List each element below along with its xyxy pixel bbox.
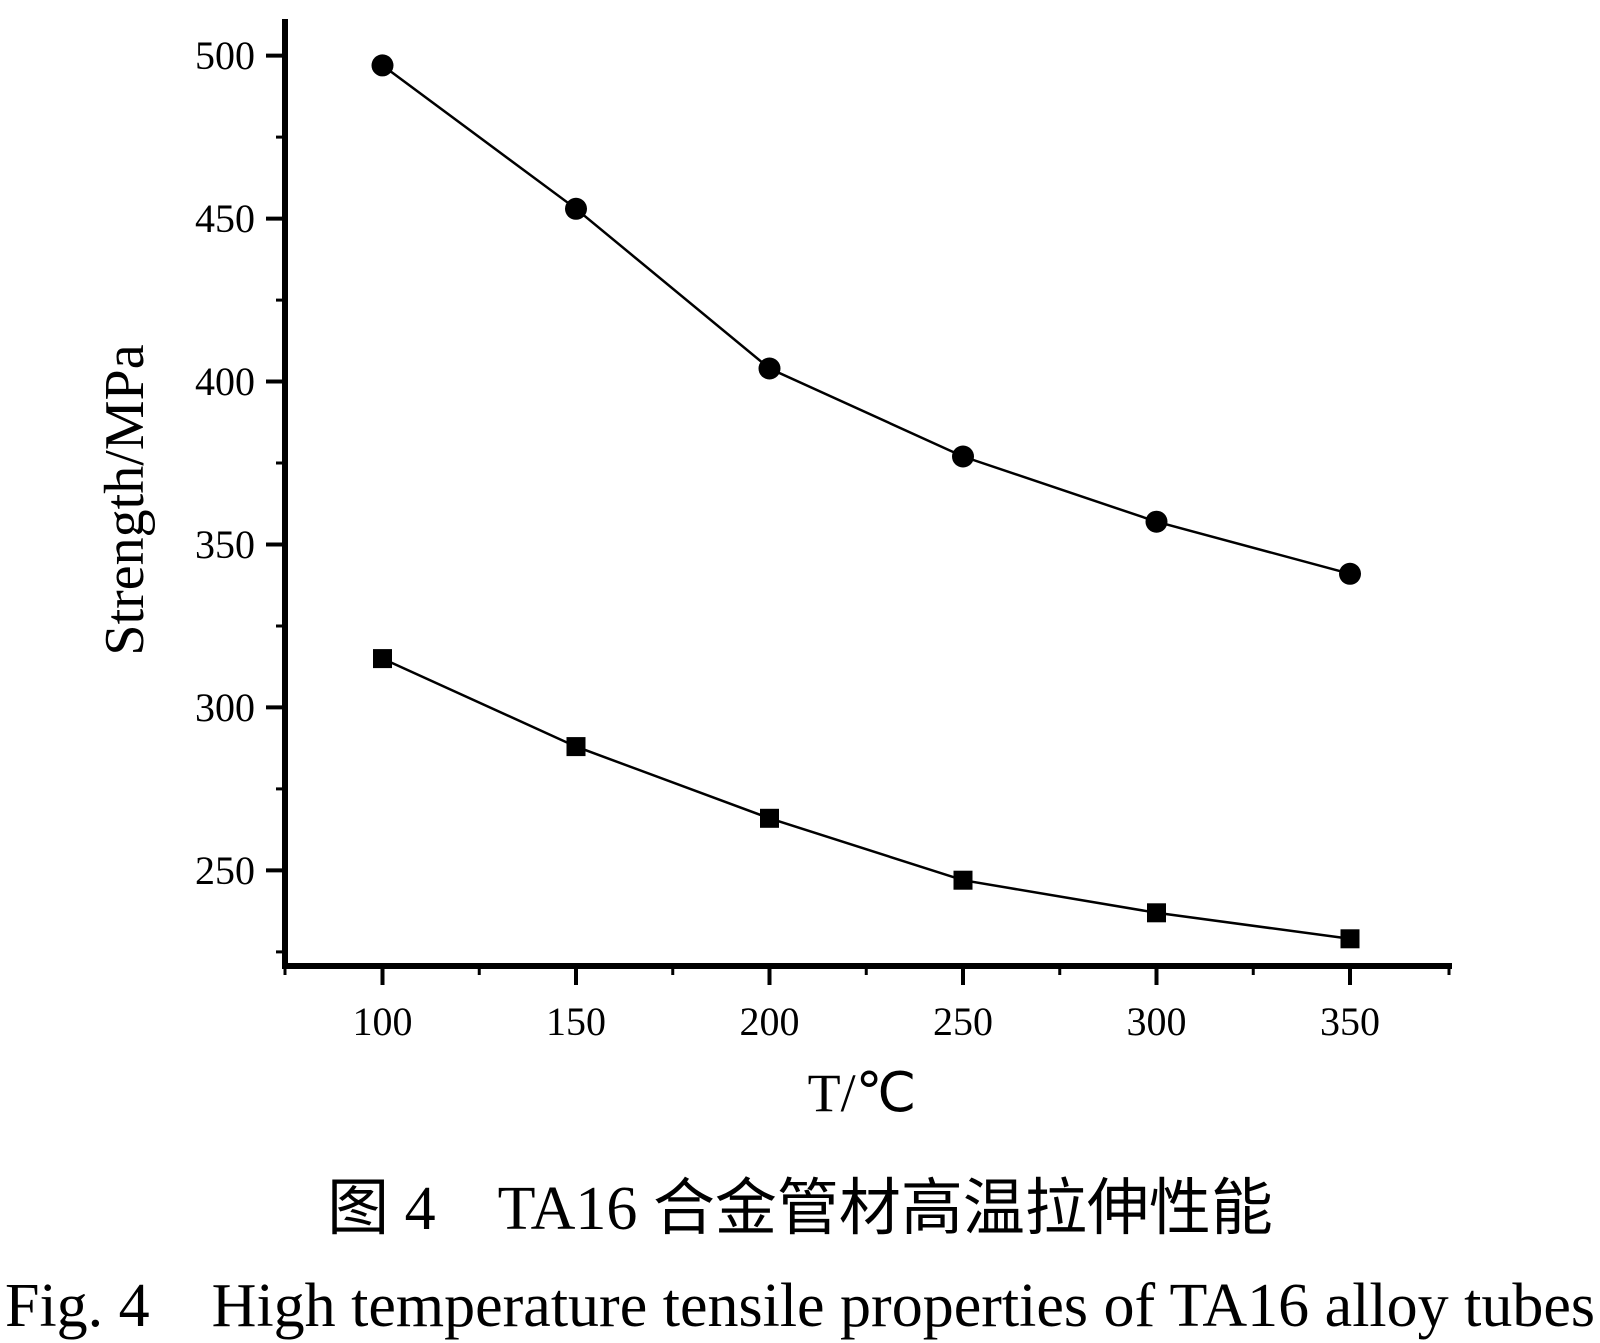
svg-text:T/℃: T/℃ <box>808 1063 917 1123</box>
svg-text:400: 400 <box>195 359 255 404</box>
svg-text:图 4 TA16 合金管材高温拉伸性能: 图 4 TA16 合金管材高温拉伸性能 <box>327 1175 1273 1243</box>
svg-text:150: 150 <box>546 999 606 1044</box>
svg-text:Fig. 4 High temperature tensil: Fig. 4 High temperature tensile properti… <box>5 1272 1595 1340</box>
svg-text:500: 500 <box>195 33 255 78</box>
svg-text:300: 300 <box>1127 999 1187 1044</box>
svg-text:200: 200 <box>740 999 800 1044</box>
svg-text:350: 350 <box>1320 999 1380 1044</box>
svg-text:100: 100 <box>353 999 413 1044</box>
svg-text:450: 450 <box>195 196 255 241</box>
svg-text:300: 300 <box>195 685 255 730</box>
svg-text:350: 350 <box>195 522 255 567</box>
svg-text:250: 250 <box>195 848 255 893</box>
svg-text:Strength/MPa: Strength/MPa <box>94 344 156 655</box>
svg-text:250: 250 <box>933 999 993 1044</box>
